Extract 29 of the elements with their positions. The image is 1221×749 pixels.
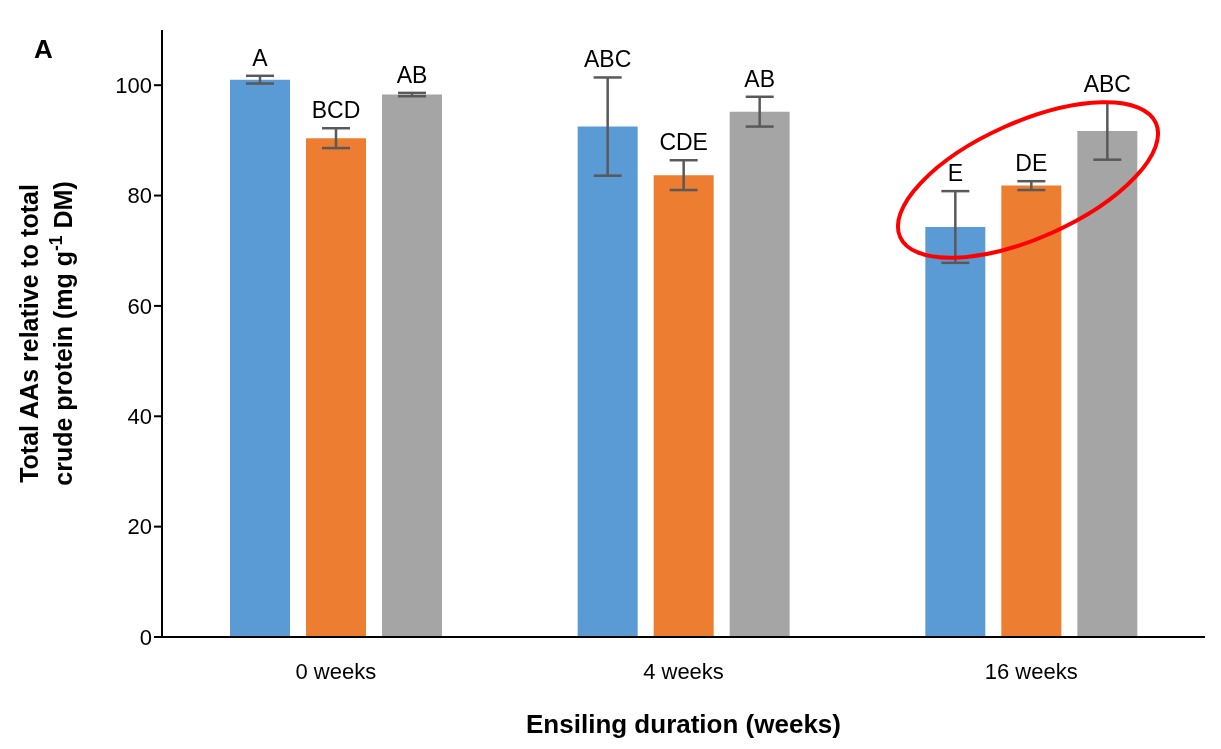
data-label: ABC	[584, 46, 632, 73]
x-tick-label: 0 weeks	[295, 658, 377, 684]
bar	[577, 126, 638, 637]
x-axis-title: Ensiling duration (weeks)	[526, 709, 841, 739]
bar	[925, 227, 986, 637]
data-label: AB	[744, 65, 776, 92]
data-label: CDE	[659, 129, 708, 156]
x-tick-label: 4 weeks	[643, 658, 724, 684]
data-label: BCD	[311, 97, 361, 124]
bar	[230, 79, 290, 637]
bar	[1001, 185, 1062, 637]
data-label: ABC	[1083, 71, 1131, 98]
bar	[653, 175, 714, 637]
y-tick-label: 0	[139, 624, 152, 650]
x-tick-label: 16 weeks	[984, 658, 1078, 684]
bar	[382, 94, 442, 637]
data-label: AB	[396, 61, 428, 88]
chart-title: A	[34, 34, 53, 65]
y-tick-label: 20	[127, 514, 152, 540]
y-tick-label: 80	[127, 183, 152, 209]
data-label: E	[947, 160, 964, 187]
bar	[306, 138, 366, 637]
data-label: DE	[1015, 150, 1048, 177]
y-tick-label: 100	[115, 72, 152, 98]
y-tick-label: 60	[127, 293, 152, 319]
y-tick-label: 40	[127, 404, 152, 430]
data-label: A	[252, 44, 269, 71]
bar	[1077, 130, 1138, 637]
bar	[729, 111, 790, 637]
